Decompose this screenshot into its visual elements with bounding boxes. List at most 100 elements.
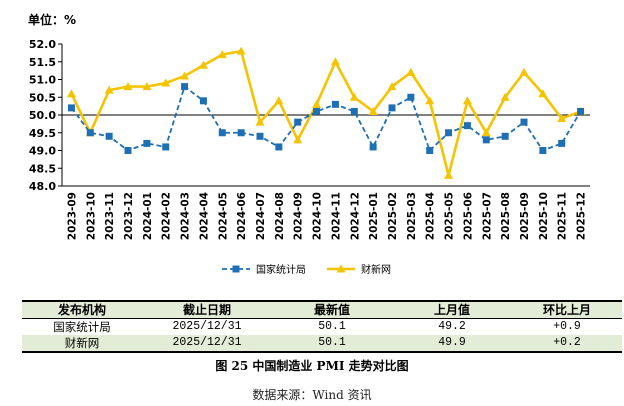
figure-caption: 图 25 中国制造业 PMI 走势对比图 xyxy=(215,359,409,373)
pmi-line-chart: 单位：% 48.0 48.5 49.0 49.5 50.0 50.5 51.0 51.5 52.… xyxy=(28,12,590,276)
header-previous-value: 上月值 xyxy=(433,303,470,317)
y-tick-label: 49.0 xyxy=(29,145,56,158)
series-1 xyxy=(66,46,586,179)
x-tick-label: 2024-01 xyxy=(142,192,154,240)
x-tick-label: 2024-02 xyxy=(161,192,173,240)
data-point xyxy=(274,96,284,105)
x-tick-label: 2024-09 xyxy=(293,192,305,240)
x-tick-label: 2024-03 xyxy=(180,192,192,240)
x-tick-label: 2024-05 xyxy=(217,192,229,240)
x-tick-label: 2024-07 xyxy=(255,192,267,240)
data-point xyxy=(294,118,302,126)
x-tick-label: 2025-12 xyxy=(576,192,588,240)
data-point xyxy=(293,135,303,144)
cell-latest-value: 50.1 xyxy=(318,336,346,349)
data-point xyxy=(462,96,472,105)
data-point xyxy=(368,106,378,115)
x-tick-label: 2025-05 xyxy=(444,192,456,240)
y-tick-label: 48.5 xyxy=(29,162,56,175)
y-tick-label: 52.0 xyxy=(29,38,56,51)
cell-previous-value: 49.9 xyxy=(438,336,466,349)
data-point xyxy=(275,143,283,151)
data-point xyxy=(481,128,491,137)
chart-axes: 48.0 48.5 49.0 49.5 50.0 50.5 51.0 51.5 52.0 2023… xyxy=(29,38,590,240)
data-point xyxy=(162,143,170,151)
data-point xyxy=(558,139,566,147)
data-point xyxy=(237,129,245,137)
series-0 xyxy=(67,83,585,154)
data-source: 数据来源：Wind 资讯 xyxy=(252,388,372,402)
data-point xyxy=(104,85,114,94)
series-line xyxy=(70,49,582,177)
data-point xyxy=(330,57,340,66)
x-tick-label: 2023-11 xyxy=(104,192,116,240)
data-point xyxy=(218,129,226,137)
legend-marker xyxy=(232,265,240,273)
cell-previous-value: 49.2 xyxy=(438,320,466,333)
x-tick-label: 2025-07 xyxy=(481,192,493,240)
x-tick-label: 2023-12 xyxy=(123,192,135,240)
data-point xyxy=(388,104,396,112)
data-point xyxy=(105,132,113,140)
header-mom-change: 环比上月 xyxy=(542,303,591,317)
header-latest-value: 最新值 xyxy=(313,303,350,317)
x-tick-label: 2025-03 xyxy=(406,192,418,240)
data-point xyxy=(557,114,567,123)
data-point xyxy=(255,117,265,126)
unit-label: 单位：% xyxy=(28,12,76,27)
data-point xyxy=(407,93,415,101)
cell-publisher: 财新网 xyxy=(64,336,100,350)
data-point xyxy=(538,89,548,98)
table-header-row: 发布机构 截止日期 最新值 上月值 环比上月 xyxy=(22,301,622,319)
data-point xyxy=(181,83,189,91)
data-point xyxy=(539,147,547,154)
data-point xyxy=(180,71,190,80)
data-point xyxy=(236,46,246,55)
x-tick-label: 2025-08 xyxy=(500,192,512,240)
x-tick-label: 2025-10 xyxy=(538,192,550,240)
x-tick-label: 2024-10 xyxy=(312,192,324,240)
data-point xyxy=(520,118,528,126)
x-tick-label: 2025-06 xyxy=(462,192,474,240)
y-tick-label: 48.0 xyxy=(29,180,56,193)
data-point xyxy=(349,92,359,101)
cell-latest-value: 50.1 xyxy=(318,320,346,333)
data-point xyxy=(161,78,171,87)
x-tick-label: 2025-09 xyxy=(519,192,531,240)
data-point xyxy=(123,82,133,91)
header-cutoff-date: 截止日期 xyxy=(182,303,231,317)
data-point xyxy=(463,122,471,130)
data-point xyxy=(387,82,397,91)
data-point xyxy=(501,132,509,140)
data-point xyxy=(217,50,227,59)
data-point xyxy=(369,143,377,151)
data-point xyxy=(350,107,358,115)
x-tick-label: 2025-01 xyxy=(368,192,380,240)
data-point xyxy=(86,129,94,137)
data-point xyxy=(482,136,490,144)
data-point xyxy=(66,89,76,98)
data-point xyxy=(312,99,322,108)
y-tick-label: 51.5 xyxy=(29,56,56,69)
data-point xyxy=(124,147,132,154)
y-tick-label: 51.0 xyxy=(29,74,56,87)
x-tick-label: 2025-02 xyxy=(387,192,399,240)
cell-cutoff-date: 2025/12/31 xyxy=(172,320,242,333)
chart-legend: 国家统计局 财新网 xyxy=(222,263,391,276)
data-point xyxy=(445,129,453,137)
x-tick-label: 2024-12 xyxy=(349,192,361,240)
data-point xyxy=(142,82,152,91)
y-tick-label: 49.5 xyxy=(29,127,56,140)
data-point xyxy=(256,132,264,140)
data-point xyxy=(67,104,75,112)
legend-marker xyxy=(336,264,346,273)
cell-cutoff-date: 2025/12/31 xyxy=(172,336,242,349)
data-point xyxy=(426,147,434,154)
data-point xyxy=(331,100,339,108)
data-point xyxy=(444,170,454,179)
legend-label: 财新网 xyxy=(361,263,391,276)
cell-mom-change: +0.9 xyxy=(553,320,581,333)
x-tick-label: 2024-08 xyxy=(274,192,286,240)
x-tick-label: 2024-04 xyxy=(198,192,210,240)
data-point xyxy=(519,67,529,76)
